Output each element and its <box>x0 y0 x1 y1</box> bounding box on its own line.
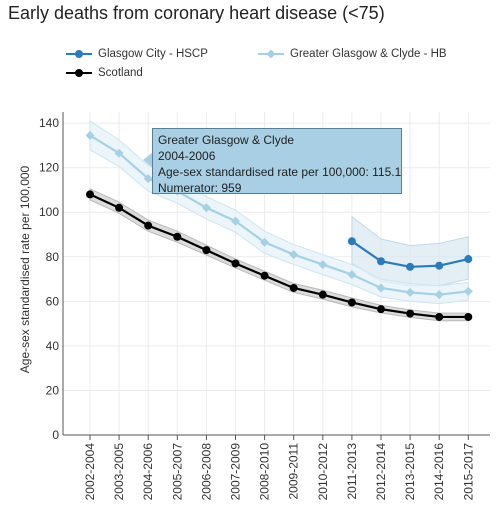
y-tick-label: 40 <box>46 339 60 353</box>
x-tick-label: 2011-2013 <box>345 443 359 500</box>
x-tick-label: 2013-2015 <box>403 443 417 501</box>
tooltip: Greater Glasgow & Clyde 2004-2006 Age-se… <box>152 128 402 194</box>
y-tick-label: 120 <box>39 161 59 175</box>
tooltip-numerator: Numerator: 959 <box>158 180 396 196</box>
tooltip-area: Greater Glasgow & Clyde <box>158 132 396 148</box>
y-tick-label: 140 <box>39 116 59 130</box>
data-point[interactable] <box>86 190 94 198</box>
data-point[interactable] <box>144 222 152 230</box>
y-tick-label: 60 <box>46 294 60 308</box>
y-tick-label: 0 <box>52 428 59 442</box>
data-point[interactable] <box>261 272 269 280</box>
x-tick-label: 2014-2016 <box>432 443 446 501</box>
x-tick-label: 2010-2012 <box>316 443 330 501</box>
x-tick-label: 2005-2007 <box>170 443 184 501</box>
data-point[interactable] <box>115 204 123 212</box>
x-tick-label: 2003-2005 <box>112 443 126 501</box>
x-tick-label: 2009-2011 <box>287 443 301 500</box>
data-point[interactable] <box>464 313 472 321</box>
data-point[interactable] <box>348 237 356 245</box>
tooltip-period: 2004-2006 <box>158 148 396 164</box>
data-point[interactable] <box>202 246 210 254</box>
data-point[interactable] <box>348 298 356 306</box>
data-point[interactable] <box>406 263 414 271</box>
tooltip-rate: Age-sex standardised rate per 100,000: 1… <box>158 164 396 180</box>
x-tick-label: 2008-2010 <box>258 443 272 501</box>
data-point[interactable] <box>377 257 385 265</box>
data-point[interactable] <box>232 259 240 267</box>
data-point[interactable] <box>435 313 443 321</box>
data-point[interactable] <box>173 233 181 241</box>
x-tick-label: 2012-2014 <box>374 443 388 501</box>
y-tick-label: 20 <box>46 383 60 397</box>
data-point[interactable] <box>406 310 414 318</box>
data-point[interactable] <box>319 291 327 299</box>
data-point[interactable] <box>290 284 298 292</box>
data-point[interactable] <box>435 262 443 270</box>
x-tick-label: 2015-2017 <box>461 443 475 501</box>
data-point[interactable] <box>464 255 472 263</box>
x-tick-label: 2006-2008 <box>199 443 213 501</box>
x-tick-label: 2002-2004 <box>83 443 97 501</box>
y-axis-title: Age-sex standardised rate per 100,000 <box>18 165 32 373</box>
x-tick-label: 2007-2009 <box>229 443 243 501</box>
data-point[interactable] <box>377 305 385 313</box>
x-tick-label: 2004-2006 <box>141 443 155 501</box>
y-tick-label: 80 <box>46 250 60 264</box>
y-tick-label: 100 <box>39 205 59 219</box>
